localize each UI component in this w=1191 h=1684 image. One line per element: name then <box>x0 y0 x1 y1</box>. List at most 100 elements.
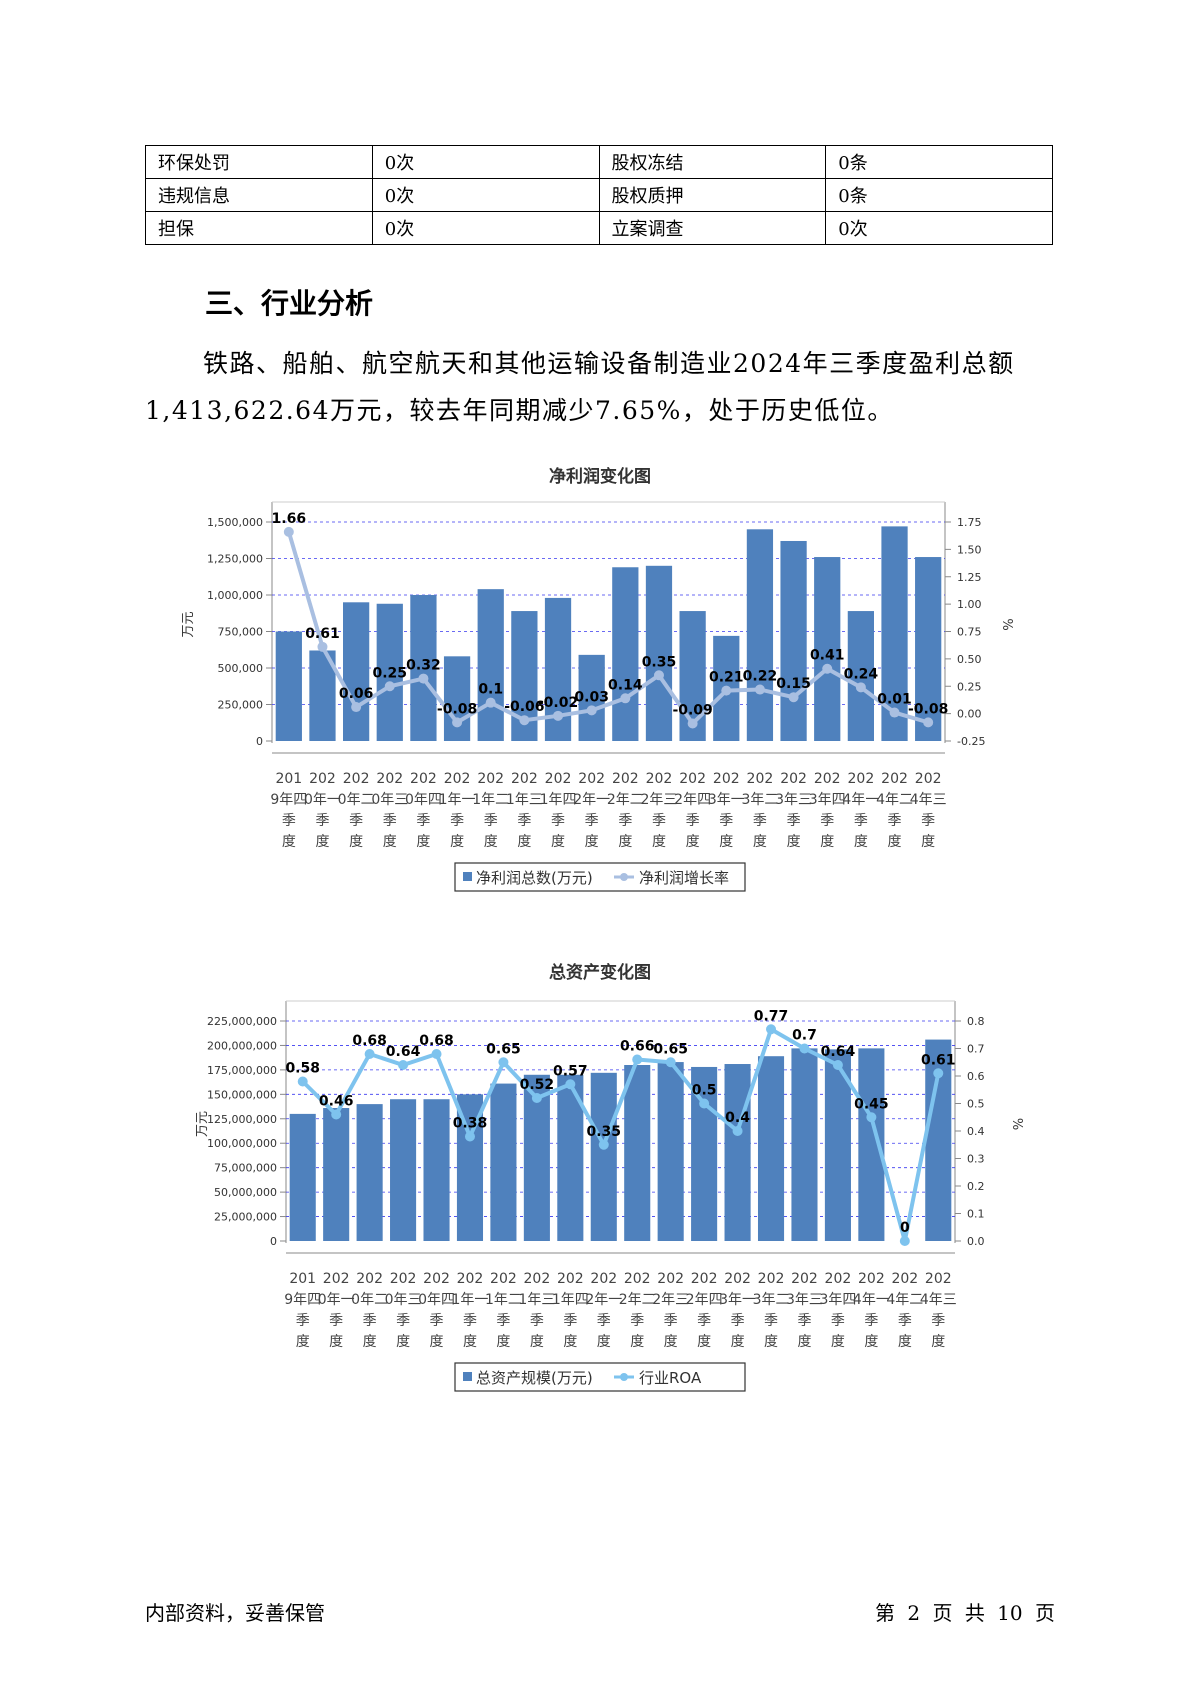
line-point <box>431 1049 442 1059</box>
x-tick-label: 202 3年四季度 <box>819 1271 856 1350</box>
line-point <box>317 641 328 652</box>
data-label: 0 <box>900 1220 910 1236</box>
x-tick-label: 202 1年一季度 <box>439 771 476 850</box>
legend-label: 净利润增长率 <box>639 869 729 887</box>
legend-swatch-bar <box>463 1372 472 1381</box>
line-point <box>485 697 496 708</box>
x-tick-label: 202 2年二季度 <box>607 771 644 850</box>
line-point <box>283 526 294 537</box>
y2-tick-label: 0.3 <box>967 1153 985 1166</box>
data-label: 0.25 <box>373 665 408 681</box>
x-tick-label: 202 2年四季度 <box>686 1271 723 1350</box>
line-point <box>498 1057 509 1068</box>
table-cell: 0次 <box>371 211 600 245</box>
x-tick-label: 202 0年四季度 <box>405 771 442 850</box>
line-point <box>351 702 362 713</box>
x-tick-label: 202 3年一季度 <box>708 771 745 850</box>
x-tick-label: 202 0年三季度 <box>385 1271 422 1350</box>
table-cell: 违规信息 <box>145 178 373 212</box>
line-point <box>721 685 732 696</box>
data-label: 0.46 <box>319 1094 354 1110</box>
data-label: 0.61 <box>305 626 340 642</box>
data-label: 0.01 <box>877 692 912 708</box>
line-series <box>301 1026 941 1242</box>
data-label: 0.15 <box>776 676 811 692</box>
line-point <box>855 682 866 693</box>
y2-tick-label: 1.50 <box>957 543 982 556</box>
y2-tick-label: 0.50 <box>957 653 982 666</box>
x-tick-label: 202 1年二季度 <box>485 1271 522 1350</box>
data-label: 0.5 <box>692 1083 717 1099</box>
table-row: 担保 0次 立案调查 0次 <box>145 211 1053 245</box>
line-point <box>519 715 530 726</box>
x-tick-label: 202 3年四季度 <box>809 771 846 850</box>
table-cell: 0次 <box>371 145 600 179</box>
line-point <box>364 1049 375 1059</box>
bar <box>578 654 605 741</box>
bar <box>791 1048 818 1241</box>
y2-tick-label: 0.4 <box>967 1125 985 1138</box>
x-tick-label: 202 3年一季度 <box>719 1271 756 1350</box>
table-cell: 0次 <box>371 178 600 212</box>
line-point <box>923 717 934 728</box>
data-label: 0.32 <box>406 658 441 674</box>
y-tick-label: 1,250,000 <box>207 553 263 566</box>
net-profit-chart: 净利润变化图 1,500,000 1,250,000 1,000,000 750,000… <box>181 466 1014 892</box>
data-label: 0.65 <box>653 1041 688 1057</box>
y2-tick-label: 1.25 <box>957 571 982 584</box>
x-tick-label: 202 1年三季度 <box>506 771 543 850</box>
data-label: -0.08 <box>437 701 477 717</box>
y2-tick-label: 0.6 <box>967 1070 985 1083</box>
line-point <box>464 1131 475 1142</box>
line-point <box>832 1060 843 1070</box>
y-tick-label: 200,000,000 <box>207 1039 277 1052</box>
x-tick-label: 202 0年一季度 <box>318 1271 355 1350</box>
data-label: 0.14 <box>608 677 643 693</box>
data-label: -0.06 <box>504 699 544 715</box>
line-point <box>754 684 765 695</box>
x-tick-label: 202 2年一季度 <box>585 1271 622 1350</box>
legend-label: 净利润总数(万元) <box>476 869 593 887</box>
data-label: 0.58 <box>285 1061 320 1077</box>
line-point <box>653 670 664 681</box>
y-tick-label: 500,000 <box>218 662 264 675</box>
legend-label: 总资产规模(万元) <box>476 1369 593 1387</box>
data-label: 0.41 <box>810 648 845 664</box>
y-tick-label: 75,000,000 <box>214 1162 277 1175</box>
y-tick-label: 1,000,000 <box>207 589 263 602</box>
data-label: 0.4 <box>725 1110 750 1126</box>
bar <box>275 631 302 741</box>
data-label: 0.06 <box>339 686 374 702</box>
line-point <box>384 681 395 692</box>
line-point <box>899 1236 910 1246</box>
y2-axis-title: % <box>1009 1118 1024 1130</box>
y-axis-title: 万元 <box>181 611 196 637</box>
bar <box>376 603 403 741</box>
x-tick-label: 202 1年四季度 <box>540 771 577 850</box>
table-cell: 0条 <box>825 145 1053 179</box>
x-tick-label: 201 9年四季度 <box>270 771 307 850</box>
bar <box>410 595 437 741</box>
data-label: 0.77 <box>754 1008 789 1024</box>
line-point <box>822 663 833 674</box>
bar <box>645 565 673 741</box>
line-point <box>565 1079 576 1090</box>
line-point <box>933 1068 944 1079</box>
y2-tick-label: 0.5 <box>967 1098 985 1111</box>
y2-tick-label: 0.00 <box>957 708 982 721</box>
y-axis-title: 万元 <box>195 1111 210 1137</box>
x-tick-label: 201 9年四季度 <box>284 1271 321 1350</box>
data-label: 0.52 <box>520 1077 555 1093</box>
x-tick-label: 202 3年三季度 <box>786 1271 823 1350</box>
line-point <box>553 710 564 721</box>
y-tick-label: 50,000,000 <box>214 1186 277 1199</box>
line-point <box>665 1057 676 1068</box>
x-tick-label: 202 1年二季度 <box>472 771 509 850</box>
table-cell: 股权质押 <box>598 178 827 212</box>
line-point <box>699 1098 710 1109</box>
line-point <box>398 1060 409 1070</box>
bar <box>612 567 639 741</box>
x-tick-label: 202 0年三季度 <box>371 771 408 850</box>
table-row: 环保处罚 0次 股权冻结 0条 <box>145 145 1053 179</box>
data-label: 0.61 <box>921 1052 956 1068</box>
